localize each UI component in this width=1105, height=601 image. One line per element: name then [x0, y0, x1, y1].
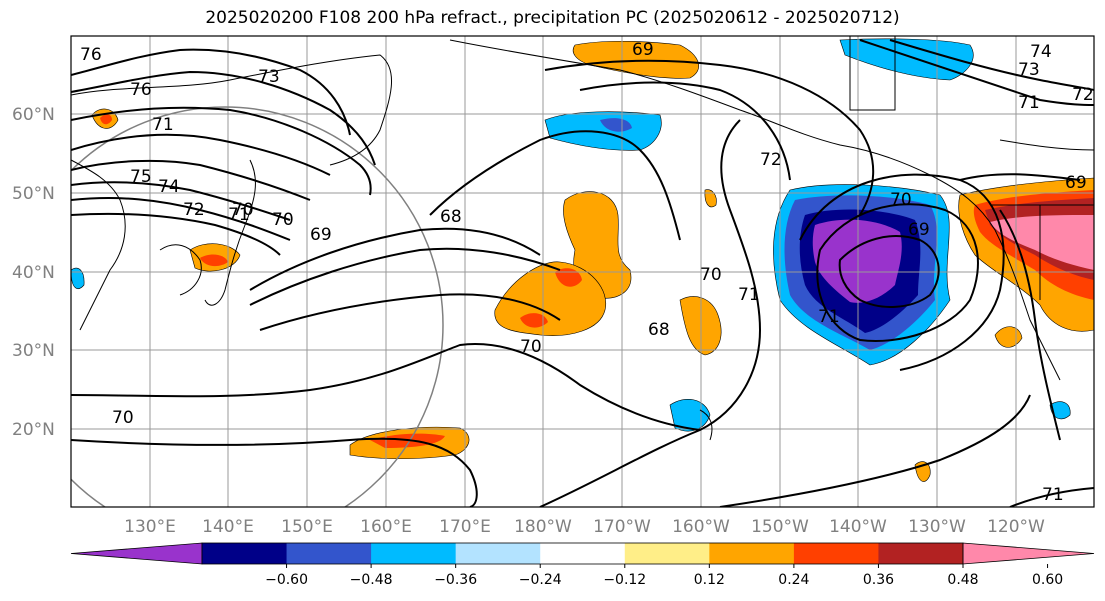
contour-label: 69 [310, 225, 332, 245]
contour-label: 70 [272, 210, 294, 230]
contour-label: 70 [520, 337, 542, 357]
longitude-labels: 130°E 140°E 150°E 160°E 170°E 180°W 170°… [124, 517, 1045, 537]
contour-label: 69 [1065, 173, 1087, 193]
lat-label: 50°N [12, 184, 55, 204]
colorbar-tick-label: 0.36 [863, 572, 894, 588]
colorbar-segment [455, 543, 541, 564]
contour-label: 68 [440, 207, 462, 227]
colorbar-segment [540, 543, 626, 564]
colorbar-tick-label: 0.24 [778, 572, 809, 588]
lon-label: 170°E [439, 517, 491, 537]
coastlines [71, 36, 1094, 441]
lon-label: 160°W [672, 517, 730, 537]
contour-label: 71 [818, 307, 840, 327]
contour-label: 72 [183, 200, 205, 220]
colorbar-segment [709, 543, 795, 564]
contour-label: 76 [130, 80, 152, 100]
graticule [71, 36, 1094, 507]
lon-label: 170°W [593, 517, 651, 537]
colorbar-segment [878, 543, 964, 564]
lat-label: 20°N [12, 420, 55, 440]
contour-label: 70 [700, 265, 722, 285]
lon-label: 150°W [751, 517, 809, 537]
contour-label: 73 [258, 67, 280, 87]
lon-label: 130°E [124, 517, 176, 537]
colorbar-extend-low [70, 542, 203, 565]
contour-label: 74 [1030, 42, 1052, 62]
contour-label: 70 [112, 408, 134, 428]
lat-label: 40°N [12, 263, 55, 283]
lon-label: 120°W [987, 517, 1045, 537]
colorbar-tick-label: −0.36 [434, 572, 477, 588]
lon-label: 140°E [202, 517, 254, 537]
colorbar-segment [624, 543, 710, 564]
contour-label: 71 [1018, 93, 1040, 113]
contour-label: 70 [890, 190, 912, 210]
contour-label: 76 [80, 45, 102, 65]
contour-label: 72 [1072, 85, 1094, 105]
latitude-labels: 60°N 50°N 40°N 30°N 20°N [12, 105, 55, 440]
contour-label: 71 [228, 205, 250, 225]
refractivity-contours [71, 39, 1094, 507]
lon-label: 150°E [281, 517, 333, 537]
colorbar-tick-label: −0.12 [603, 572, 646, 588]
contour-label: 71 [738, 285, 760, 305]
colorbar-segment [793, 543, 879, 564]
colorbar: −0.60 −0.48 −0.36 −0.24 −0.12 0.12 0.24 0.36 0.4… [70, 542, 1095, 588]
lat-label: 60°N [12, 105, 55, 125]
contour-label: 72 [760, 150, 782, 170]
contour-label: 68 [648, 320, 670, 340]
map-title: 2025020200 F108 200 hPa refract., precip… [205, 8, 900, 28]
lon-label: 180°W [514, 517, 572, 537]
colorbar-extend-high [962, 542, 1095, 565]
colorbar-segment [286, 543, 372, 564]
contour-labels: 76 76 73 71 75 74 72 71 70 69 68 69 70 7… [80, 40, 1094, 505]
contour-label: 73 [1018, 60, 1040, 80]
lon-label: 140°W [829, 517, 887, 537]
range-circle [71, 106, 444, 507]
contour-label: 69 [908, 220, 930, 240]
contour-label: 69 [632, 40, 654, 60]
contour-label: 71 [152, 115, 174, 135]
colorbar-tick-label: 0.60 [1032, 572, 1063, 588]
contour-label: 71 [1042, 485, 1064, 505]
contour-label: 74 [158, 177, 180, 197]
colorbar-tick-label: −0.24 [519, 572, 562, 588]
lat-label: 30°N [12, 341, 55, 361]
contour-label: 70 [232, 200, 254, 220]
colorbar-tick-label: −0.60 [265, 572, 308, 588]
lon-label: 160°E [360, 517, 412, 537]
colorbar-segment [371, 543, 457, 564]
colorbar-outline [201, 542, 964, 565]
map-frame [70, 35, 1095, 508]
colorbar-tick-label: 0.48 [947, 572, 978, 588]
colorbar-segment [202, 543, 288, 564]
colorbar-tick-label: 0.12 [694, 572, 725, 588]
contour-label: 75 [130, 167, 152, 187]
lon-label: 130°W [908, 517, 966, 537]
colorbar-tick-label: −0.48 [350, 572, 393, 588]
